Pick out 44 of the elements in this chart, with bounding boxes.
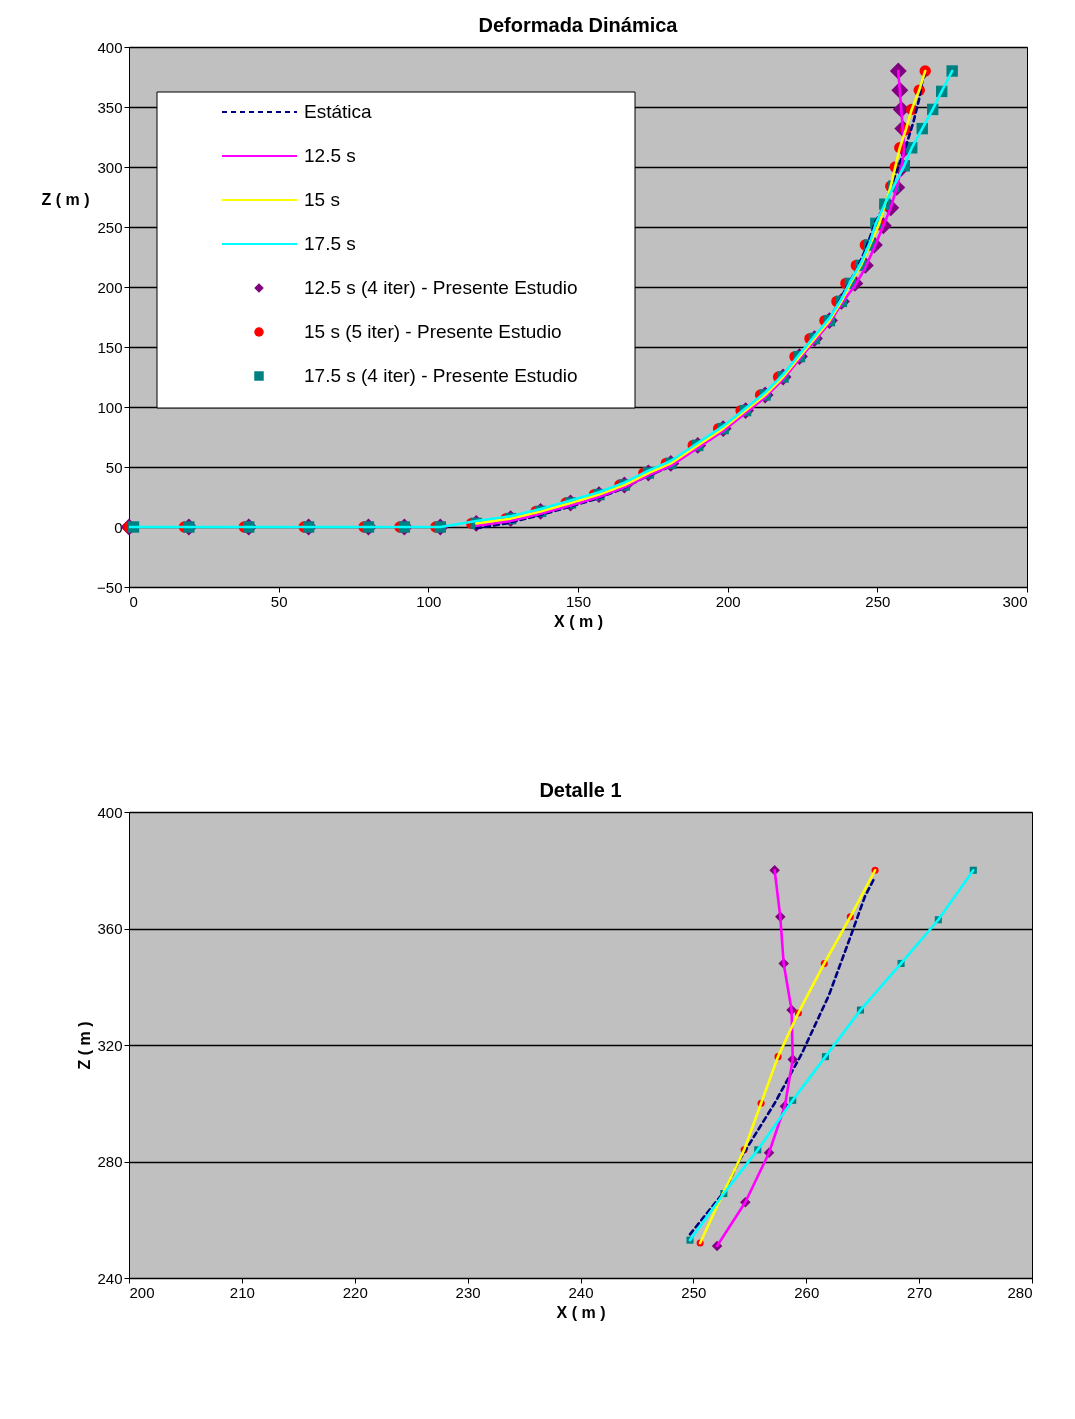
- x-tick-label: 230: [455, 1283, 481, 1301]
- y-tick-label: 150: [97, 338, 123, 356]
- x-tick-label: 270: [907, 1283, 933, 1301]
- legend-label: 15 s: [304, 189, 340, 210]
- y-axis-title: Z ( m ): [76, 1021, 94, 1070]
- x-tick-label: 200: [715, 592, 741, 610]
- chart-title: Detalle 1: [539, 779, 622, 801]
- x-tick-label: 200: [129, 1283, 155, 1301]
- y-tick-label: 320: [97, 1036, 123, 1054]
- x-tick-label: 210: [229, 1283, 255, 1301]
- chart-title: Deformada Dinámica: [478, 14, 679, 36]
- y-tick-label: 100: [97, 398, 123, 416]
- x-tick-label: 50: [270, 592, 288, 610]
- y-tick-label: 240: [97, 1269, 123, 1287]
- y-tick-label: 280: [97, 1153, 123, 1170]
- y-tick-label: 50: [105, 458, 123, 476]
- x-tick-label: 220: [342, 1283, 368, 1301]
- y-tick-label: 250: [97, 218, 123, 236]
- x-tick-label: 280: [1007, 1283, 1033, 1301]
- x-tick-label: 300: [1002, 592, 1028, 610]
- legend-label: 15 s (5 iter) - Presente Estudio: [304, 321, 562, 342]
- x-tick-label: 150: [565, 592, 592, 610]
- legend-label: 12.5 s: [304, 145, 356, 166]
- y-tick-label: 400: [97, 803, 123, 821]
- x-axis-title: X ( m ): [556, 1303, 606, 1321]
- x-tick-label: 250: [865, 592, 891, 610]
- y-tick-label: 350: [97, 98, 123, 116]
- x-tick-label: 240: [568, 1283, 594, 1301]
- y-tick-label: 200: [97, 278, 123, 296]
- x-tick-label: 250: [681, 1283, 707, 1301]
- x-tick-label: 100: [416, 592, 442, 610]
- legend-label: 17.5 s (4 iter) - Presente Estudio: [304, 365, 578, 386]
- y-tick-label: 0: [114, 518, 123, 536]
- legend-label: 12.5 s (4 iter) - Presente Estudio: [304, 277, 578, 298]
- y-axis-title: Z ( m ): [41, 190, 90, 208]
- y-tick-label: 400: [97, 38, 123, 56]
- y-tick-label: −50: [97, 578, 123, 596]
- y-tick-label: 360: [97, 920, 123, 937]
- x-tick-label: 0: [129, 592, 138, 610]
- y-tick-label: 300: [97, 158, 123, 176]
- legend-label: 17.5 s: [304, 233, 356, 254]
- x-axis-title: X ( m ): [554, 612, 603, 630]
- x-tick-label: 260: [794, 1283, 820, 1301]
- legend-label: Estática: [304, 101, 373, 122]
